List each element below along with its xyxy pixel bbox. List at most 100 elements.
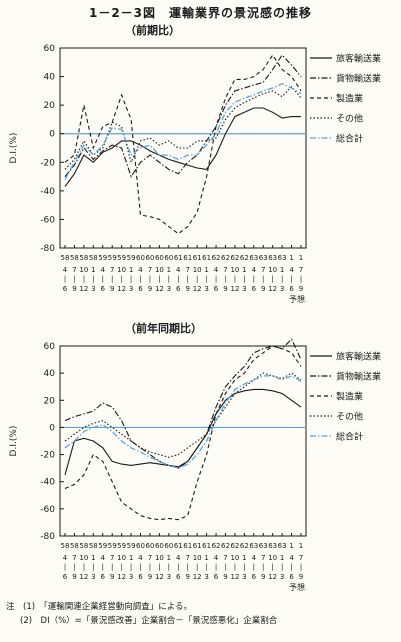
x-tick-label: 1 4| 6 [289, 254, 294, 293]
x-tick-label-sep: | [158, 275, 160, 283]
y-tick-label: 0 [49, 130, 55, 140]
x-tick-label-year: 61 [183, 254, 192, 262]
x-tick-label-year: 1 [289, 254, 293, 262]
x-tick-label-sep: | [64, 563, 66, 571]
y-tick-label: -20 [40, 451, 55, 461]
x-tick-label: 60 1| 3 [164, 254, 173, 293]
x-tick-label-sep: | [158, 563, 160, 571]
x-tick-label-year: 58 [70, 254, 79, 262]
x-tick-label-sep: | [196, 563, 198, 571]
x-tick-label-start: 10 [268, 266, 277, 274]
x-tick-label-year: 59 [127, 542, 136, 550]
x-tick-label: 61 10| 12 [193, 254, 202, 293]
x-tick-label-end: 9 [299, 285, 303, 293]
y-tick-label: -80 [40, 244, 55, 254]
panel-title-quarter: （前期比） [125, 24, 180, 37]
x-tick-label-year: 59 [98, 254, 107, 262]
x-tick-label: 59 4| 6 [98, 254, 107, 293]
x-tick-label-end: 9 [110, 285, 114, 293]
x-tick-label-end: 6 [289, 573, 294, 581]
x-tick-label-start: 7 [223, 554, 227, 562]
x-tick-label-end: 12 [230, 285, 239, 293]
x-tick-label-year: 62 [212, 542, 221, 550]
x-tick-label: 63 4| 6 [249, 542, 258, 581]
x-tick-label-year: 62 [221, 542, 230, 550]
x-tick-label-start: 1 [129, 266, 133, 274]
x-tick-label-sep: | [139, 275, 141, 283]
x-tick-label-sep: | [111, 275, 113, 283]
x-tick-label-sep: | [290, 275, 292, 283]
x-tick-label-start: 4 [176, 554, 181, 562]
x-tick-label-end: 12 [193, 285, 202, 293]
x-tick-label-sep: | [73, 275, 75, 283]
x-tick-label-end: 6 [252, 285, 257, 293]
x-tick-label-start: 1 [167, 554, 171, 562]
legend-label-4: その他 [336, 113, 363, 125]
x-tick-label-start: 1 [204, 554, 208, 562]
x-tick-label: 60 4| 6 [136, 542, 145, 581]
x-tick-label: 63 1| 3 [278, 542, 287, 581]
x-tick-label-end: 9 [185, 285, 189, 293]
x-tick-label-year: 61 [183, 542, 192, 550]
x-tick-label-year: 59 [117, 254, 126, 262]
x-tick-label-sep: | [83, 563, 85, 571]
x-tick-label: 63 10| 12 [268, 254, 277, 293]
x-tick-label-start: 1 [242, 266, 246, 274]
x-tick-label-end: 6 [252, 573, 257, 581]
y-tick-label: -20 [40, 158, 55, 168]
x-tick-label-end: 6 [214, 573, 219, 581]
legend-label-2: 貨物輸送業 [336, 73, 381, 85]
series-line-1 [64, 107, 301, 187]
x-tick-label: 58 4| 6 [61, 254, 70, 293]
x-tick-label-end: 12 [79, 285, 88, 293]
x-tick-label-start: 1 [91, 266, 95, 274]
x-tick-label-sep: | [149, 275, 151, 283]
x-tick-label-end: 3 [280, 573, 284, 581]
x-tick-label: 61 4| 6 [174, 254, 183, 293]
y-tick-label: 60 [44, 342, 56, 352]
x-tick-label-start: 10 [155, 266, 164, 274]
x-tick-label-sep: | [83, 275, 85, 283]
x-tick-label-start: 7 [185, 266, 189, 274]
legend-label-3: 製造業 [336, 93, 363, 105]
x-tick-label-sep: | [168, 275, 170, 283]
x-tick-label-end: 12 [268, 285, 277, 293]
x-tick-label-start: 7 [299, 554, 303, 562]
x-tick-label-year: 1 [289, 542, 293, 550]
x-tick-label-sep: | [234, 275, 236, 283]
x-tick-label-sep: | [281, 563, 283, 571]
x-tick-label-year: 58 [79, 542, 88, 550]
x-tick-label: 60 10| 12 [155, 254, 164, 293]
x-tick-label-start: 7 [110, 554, 114, 562]
legend-label-2: 貨物輸送業 [336, 371, 381, 383]
x-tick-label-start: 10 [193, 266, 202, 274]
x-tick-label-year: 61 [202, 254, 211, 262]
x-tick-label-sep: | [64, 275, 66, 283]
x-tick-label-year: 58 [61, 254, 70, 262]
plot-frame [59, 345, 307, 537]
x-tick-label-start: 7 [148, 554, 152, 562]
legend-label-5: 総合計 [336, 431, 363, 443]
x-tick-label-end: 12 [155, 285, 164, 293]
x-tick-label-start: 1 [91, 554, 95, 562]
x-tick-label-start: 10 [193, 554, 202, 562]
x-tick-label-end: 3 [91, 573, 95, 581]
x-tick-label: 61 7| 9 [183, 542, 192, 581]
x-tick-label: 60 10| 12 [155, 542, 164, 581]
x-tick-label-sep: | [262, 275, 264, 283]
x-axis-label: 予想 [289, 582, 305, 592]
x-tick-label-sep: | [253, 275, 255, 283]
x-tick-label-end: 9 [223, 285, 227, 293]
x-tick-label: 60 4| 6 [136, 254, 145, 293]
x-tick-label: 58 10| 12 [79, 542, 88, 581]
x-tick-label-end: 3 [167, 285, 171, 293]
x-tick-label-year: 61 [202, 542, 211, 550]
x-tick-label-end: 6 [176, 573, 181, 581]
x-tick-label: 58 1| 3 [89, 542, 98, 581]
series-line-2 [64, 338, 302, 469]
x-tick-label-year: 63 [259, 542, 268, 550]
x-tick-label-year: 59 [127, 254, 136, 262]
x-tick-label-sep: | [243, 275, 245, 283]
x-tick-label-end: 9 [148, 285, 152, 293]
x-tick-label-start: 7 [148, 266, 152, 274]
